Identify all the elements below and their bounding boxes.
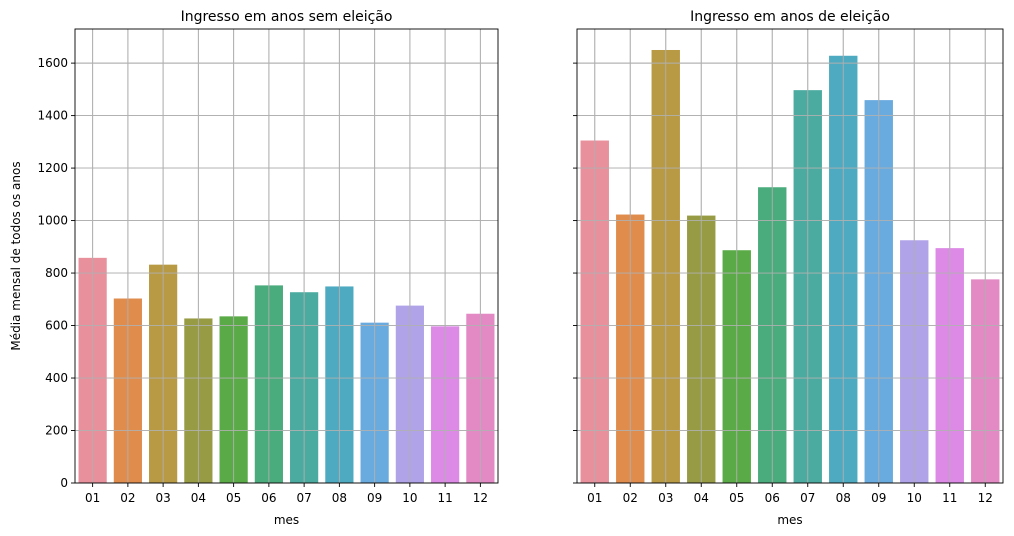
x-tick-label: 11 (942, 491, 957, 505)
y-tick-label: 1600 (37, 56, 68, 70)
x-tick-label: 01 (85, 491, 100, 505)
x-tick-label: 04 (191, 491, 206, 505)
y-tick-label: 1400 (37, 109, 68, 123)
y-tick-label: 800 (45, 266, 68, 280)
axes-frame (74, 28, 499, 484)
x-tick-label: 02 (623, 491, 638, 505)
x-tick-label: 09 (871, 491, 886, 505)
axes-frame (576, 28, 1004, 484)
x-tick-label: 10 (402, 491, 417, 505)
x-tick-label: 08 (836, 491, 851, 505)
y-tick-label: 0 (60, 476, 68, 490)
panel-sem-eleicao: 01 02 03 04 05 06 07 08 09 10 11 12 0 200 400 600 800 100… (9, 9, 499, 527)
x-tick-label: 12 (473, 491, 488, 505)
chart-title: Ingresso em anos de eleição (690, 9, 890, 25)
x-tick-label: 10 (907, 491, 922, 505)
panel-de-eleicao: 01 02 03 04 05 06 07 08 09 10 11 12 Ingresso em anos… (573, 9, 1004, 527)
x-tick-label: 03 (658, 491, 673, 505)
x-axis-label: mes (777, 513, 802, 527)
x-tick-label: 05 (729, 491, 744, 505)
x-tick-label: 02 (120, 491, 135, 505)
y-tick-label: 1200 (37, 161, 68, 175)
x-tick-label: 06 (261, 491, 276, 505)
x-tick-label: 04 (694, 491, 709, 505)
x-axis-label: mes (274, 513, 299, 527)
x-tick-label: 07 (296, 491, 311, 505)
y-tick-label: 600 (45, 319, 68, 333)
y-tick-label: 400 (45, 371, 68, 385)
y-axis-label: Média mensal de todos os anos (9, 161, 23, 350)
chart-title: Ingresso em anos sem eleição (181, 9, 393, 25)
y-tick-label: 200 (45, 424, 68, 438)
x-tick-label: 06 (765, 491, 780, 505)
x-tick-label: 09 (367, 491, 382, 505)
x-tick-label: 07 (800, 491, 815, 505)
x-tick-label: 03 (155, 491, 170, 505)
x-tick-label: 12 (978, 491, 993, 505)
y-tick-label: 1000 (37, 214, 68, 228)
x-tick-label: 11 (437, 491, 452, 505)
x-tick-label: 01 (587, 491, 602, 505)
x-tick-label: 05 (226, 491, 241, 505)
x-tick-label: 08 (332, 491, 347, 505)
